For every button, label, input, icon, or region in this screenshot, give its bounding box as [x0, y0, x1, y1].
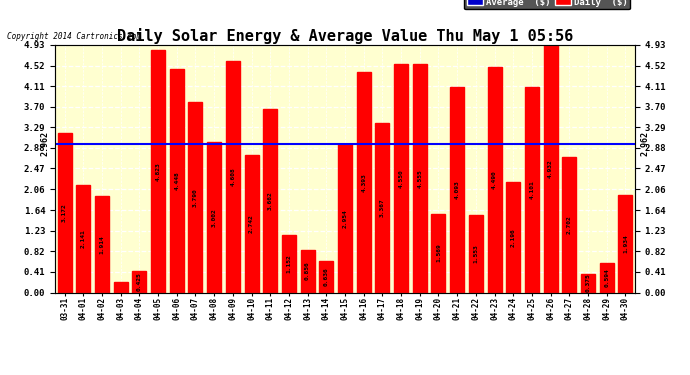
Bar	[57, 133, 72, 292]
Bar	[618, 195, 633, 292]
Text: 4.932: 4.932	[548, 159, 553, 178]
Bar	[562, 157, 576, 292]
Text: 3.662: 3.662	[268, 191, 273, 210]
Bar	[170, 69, 184, 292]
Text: 2.954: 2.954	[342, 209, 348, 228]
Bar	[226, 61, 240, 292]
Bar	[544, 45, 558, 292]
Bar	[114, 282, 128, 292]
Text: 3.172: 3.172	[62, 204, 67, 222]
Text: 3.002: 3.002	[212, 208, 217, 226]
Text: Copyright 2014 Cartronics.com: Copyright 2014 Cartronics.com	[7, 32, 141, 41]
Bar	[151, 50, 165, 292]
Text: 1.152: 1.152	[286, 254, 291, 273]
Text: 0.375: 0.375	[586, 274, 591, 292]
Text: 1.553: 1.553	[473, 244, 478, 263]
Bar	[506, 182, 520, 292]
Text: 4.823: 4.823	[155, 162, 161, 181]
Bar	[301, 249, 315, 292]
Bar	[207, 142, 221, 292]
Text: 0.636: 0.636	[324, 267, 329, 286]
Bar	[244, 155, 259, 292]
Text: 4.393: 4.393	[361, 173, 366, 192]
Text: 0.425: 0.425	[137, 273, 142, 291]
Bar	[263, 109, 277, 292]
Text: 1.569: 1.569	[436, 244, 441, 262]
Bar	[188, 102, 202, 292]
Bar	[394, 64, 408, 292]
Text: 4.490: 4.490	[492, 170, 497, 189]
Bar	[338, 144, 352, 292]
Bar	[76, 185, 90, 292]
Bar	[319, 261, 333, 292]
Bar	[413, 64, 427, 292]
Text: 1.934: 1.934	[623, 235, 628, 254]
Title: Daily Solar Energy & Average Value Thu May 1 05:56: Daily Solar Energy & Average Value Thu M…	[117, 28, 573, 44]
Bar	[450, 87, 464, 292]
Bar	[431, 214, 446, 292]
Text: 2.742: 2.742	[249, 214, 254, 233]
Bar	[282, 235, 296, 292]
Text: 2.962: 2.962	[41, 131, 50, 156]
Text: 2.962: 2.962	[640, 131, 649, 156]
Text: 2.196: 2.196	[511, 228, 515, 247]
Text: 2.702: 2.702	[567, 215, 572, 234]
Bar	[525, 87, 539, 292]
Text: 0.856: 0.856	[305, 262, 310, 280]
Text: 2.141: 2.141	[81, 230, 86, 248]
Bar	[581, 274, 595, 292]
Text: 4.608: 4.608	[230, 168, 235, 186]
Text: 4.550: 4.550	[399, 169, 404, 188]
Text: 1.914: 1.914	[99, 235, 104, 254]
Text: 4.101: 4.101	[529, 180, 535, 199]
Bar	[600, 262, 614, 292]
Text: 3.790: 3.790	[193, 188, 198, 207]
Text: 3.367: 3.367	[380, 199, 385, 217]
Bar	[375, 123, 389, 292]
Text: 4.448: 4.448	[175, 171, 179, 190]
Bar	[132, 271, 146, 292]
Bar	[488, 67, 502, 292]
Legend: Average  ($), Daily  ($): Average ($), Daily ($)	[464, 0, 630, 9]
Text: 4.555: 4.555	[417, 169, 422, 188]
Bar	[469, 214, 483, 292]
Bar	[95, 196, 109, 292]
Bar	[357, 72, 371, 292]
Text: 0.594: 0.594	[604, 268, 609, 287]
Text: 4.093: 4.093	[455, 180, 460, 199]
